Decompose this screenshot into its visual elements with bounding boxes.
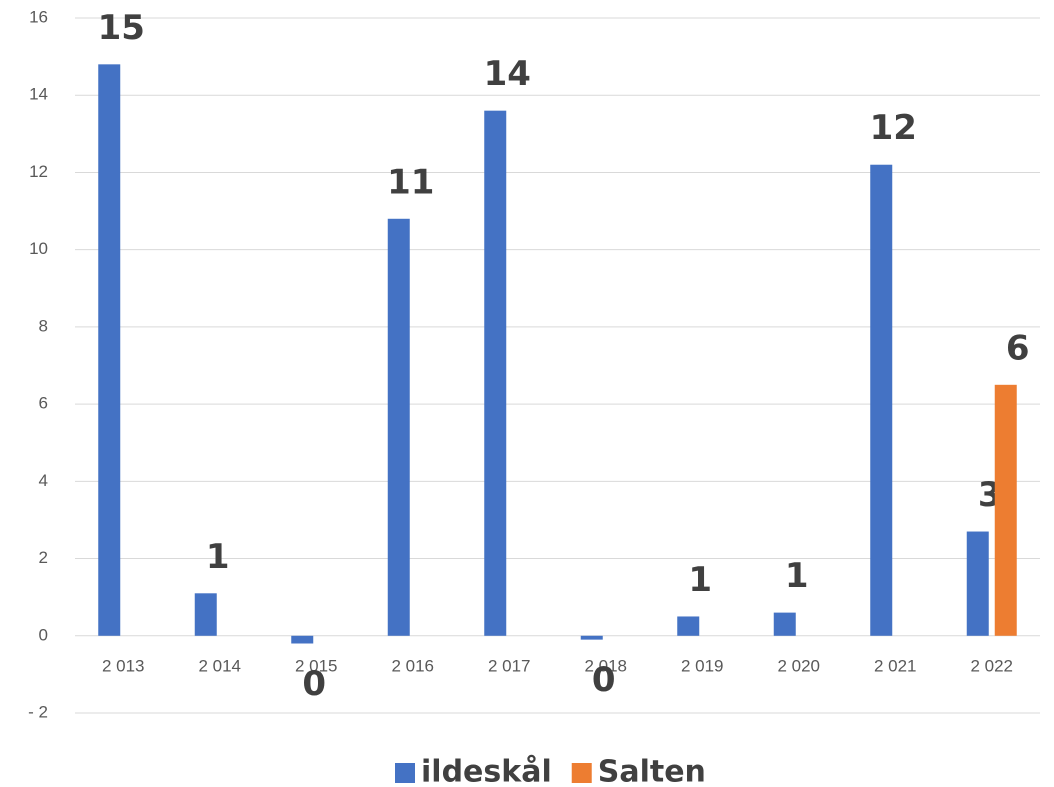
y-tick-label: 10 bbox=[29, 239, 48, 258]
bar bbox=[484, 110, 507, 636]
bar bbox=[870, 164, 893, 636]
data-label: 11 bbox=[387, 162, 434, 202]
y-tick-label: - 2 bbox=[28, 702, 48, 721]
data-label: 1 bbox=[688, 560, 712, 600]
data-label: 12 bbox=[870, 108, 917, 148]
x-tick-label: 2 022 bbox=[970, 656, 1013, 675]
bar bbox=[387, 218, 410, 636]
bar bbox=[966, 531, 989, 636]
y-tick-label: 4 bbox=[39, 471, 48, 490]
y-tick-label: 12 bbox=[29, 162, 48, 181]
bar bbox=[291, 635, 314, 644]
x-tick-label: 2 019 bbox=[681, 656, 724, 675]
data-label: 0 bbox=[302, 664, 326, 704]
data-label: 15 bbox=[98, 8, 145, 48]
x-tick-label: 2 014 bbox=[198, 656, 241, 675]
legend-label: ildeskål bbox=[421, 754, 552, 787]
data-label: 0 bbox=[592, 660, 616, 700]
bar bbox=[677, 616, 700, 636]
legend-label: Salten bbox=[598, 755, 706, 787]
x-tick-label: 2 020 bbox=[777, 656, 820, 675]
data-label: 1 bbox=[785, 556, 809, 596]
data-label: 1 bbox=[206, 537, 230, 577]
y-tick-label: 2 bbox=[39, 548, 48, 567]
data-label: 6 bbox=[1006, 328, 1030, 368]
y-tick-label: 0 bbox=[39, 625, 48, 644]
legend-swatch bbox=[571, 763, 592, 783]
bar bbox=[98, 64, 121, 636]
y-tick-label: 6 bbox=[39, 394, 48, 413]
x-tick-label: 2 013 bbox=[102, 656, 145, 675]
y-tick-label: 8 bbox=[39, 316, 48, 335]
y-tick-label: 14 bbox=[29, 85, 48, 104]
x-tick-label: 2 015 bbox=[295, 656, 338, 675]
y-tick-label: 16 bbox=[29, 7, 48, 26]
legend-swatch bbox=[395, 763, 415, 783]
data-label: 14 bbox=[484, 54, 531, 94]
bar bbox=[773, 612, 796, 636]
bar bbox=[994, 384, 1017, 636]
x-tick-label: 2 017 bbox=[488, 656, 531, 675]
x-tick-label: 2 021 bbox=[874, 656, 917, 675]
bar bbox=[580, 635, 603, 640]
bar bbox=[194, 593, 217, 636]
x-tick-label: 2 018 bbox=[584, 656, 627, 675]
x-tick-label: 2 016 bbox=[391, 656, 434, 675]
